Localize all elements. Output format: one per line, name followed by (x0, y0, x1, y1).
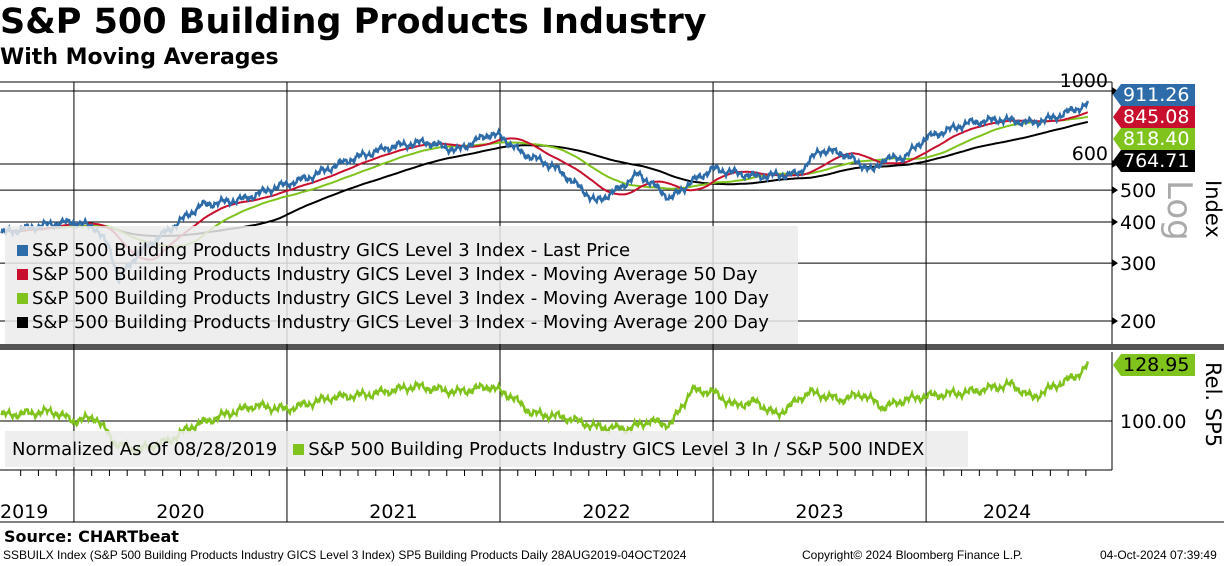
y-tick-arrow (1112, 160, 1118, 169)
footer-description: SSBUILX Index (S&P 500 Building Products… (3, 548, 687, 562)
lower-axis-label: Rel. SP5 (1201, 362, 1224, 448)
upper-axis-label: Index (1201, 180, 1224, 238)
ma50-last-value-tag: 845.08 (1113, 106, 1196, 128)
chart-subtitle: With Moving Averages (0, 45, 279, 70)
chart-title: S&P 500 Building Products Industry (0, 2, 707, 42)
x-tick-label: 2024 (983, 501, 1031, 523)
x-tick-label: 2023 (795, 501, 843, 523)
y-tick-label: 100.00 (1120, 411, 1186, 433)
legend-item-price: S&P 500 Building Products Industry GICS … (5, 238, 798, 262)
y-tick-label: 200 (1120, 311, 1156, 333)
x-tick-label: 2022 (582, 501, 630, 523)
y-tick-arrow (1112, 317, 1118, 325)
y-tick-label: 600 (1072, 143, 1108, 165)
x-tick-label: 2021 (369, 501, 417, 523)
y-tick-arrow (1112, 259, 1118, 268)
upper-legend: S&P 500 Building Products Industry GICS … (5, 226, 798, 344)
legend-swatch (17, 268, 28, 280)
y-tick-label: 1000 (1060, 70, 1108, 92)
legend-label: S&P 500 Building Products Industry GICS … (32, 311, 769, 333)
y-tick-label: 400 (1120, 212, 1156, 234)
source-note: Source: CHARTbeat (4, 527, 179, 546)
footer-timestamp: 04-Oct-2024 07:39:49 (1100, 548, 1217, 562)
y-tick-label: 300 (1120, 253, 1156, 275)
panel-divider (0, 344, 1224, 350)
y-tick-label: 500 (1120, 180, 1156, 202)
legend-label: S&P 500 Building Products Industry GICS … (32, 239, 631, 261)
normalized-note: Normalized As Of 08/28/2019 (12, 438, 278, 460)
ma200-last-value-tag: 764.71 (1113, 150, 1196, 172)
lower-legend: Normalized As Of 08/28/2019 S&P 500 Buil… (5, 431, 968, 467)
legend-swatch (293, 443, 305, 455)
price-last-value-tag: 911.26 (1113, 84, 1196, 106)
y-tick-arrow (1112, 186, 1118, 195)
legend-item-ma50: S&P 500 Building Products Industry GICS … (5, 262, 798, 286)
footer-copyright: Copyright© 2024 Bloomberg Finance L.P. (802, 548, 1023, 562)
legend-swatch (17, 316, 28, 328)
x-tick-label: 2019 (0, 501, 48, 523)
relative-performance-line (0, 361, 1090, 458)
legend-item-ma200: S&P 500 Building Products Industry GICS … (5, 310, 798, 334)
y-tick-arrow (1112, 87, 1118, 96)
legend-item-ma100: S&P 500 Building Products Industry GICS … (5, 286, 798, 310)
price-line (0, 100, 1089, 285)
legend-swatch (17, 292, 28, 304)
legend-label: S&P 500 Building Products Industry GICS … (32, 287, 769, 309)
legend-label: S&P 500 Building Products Industry GICS … (32, 263, 758, 285)
legend-label: S&P 500 Building Products Industry GICS … (308, 438, 925, 460)
ma100-last-value-tag: 818.40 (1113, 128, 1196, 150)
legend-swatch (17, 244, 28, 256)
log-scale-label: Log (1159, 180, 1199, 241)
x-tick-label: 2020 (156, 501, 204, 523)
rel-last-value-tag: 128.95 (1113, 354, 1196, 376)
y-tick-arrow (1112, 217, 1118, 226)
